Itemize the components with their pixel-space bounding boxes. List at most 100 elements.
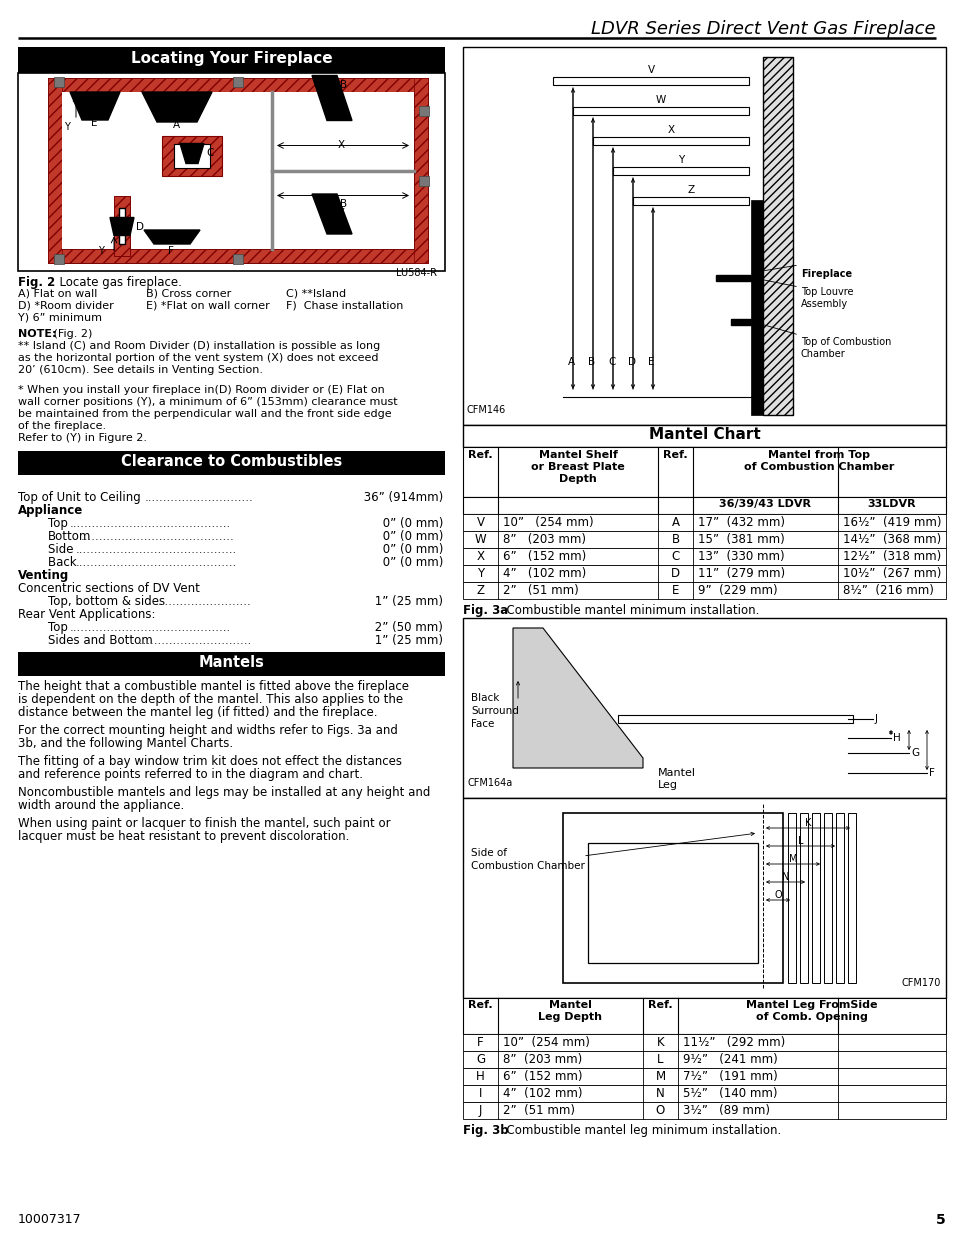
Text: 2” (50 mm): 2” (50 mm) [371, 621, 442, 634]
Text: Surround: Surround [471, 706, 518, 716]
Bar [462, 998, 945, 1034]
Text: A: A [671, 516, 679, 529]
Bar [48, 249, 428, 263]
Text: Back: Back [48, 556, 80, 569]
Bar [233, 77, 243, 86]
Text: 10½”  (267 mm): 10½” (267 mm) [842, 567, 941, 580]
Text: H: H [892, 734, 900, 743]
Text: N: N [781, 872, 788, 882]
Text: LU584-R: LU584-R [395, 268, 436, 278]
Text: of Comb. Opening: of Comb. Opening [756, 1011, 867, 1023]
Text: LDVR Series Direct Vent Gas Fireplace: LDVR Series Direct Vent Gas Fireplace [591, 20, 935, 38]
Bar [113, 195, 130, 256]
Text: Z: Z [687, 185, 694, 195]
Text: Leg Depth: Leg Depth [537, 1011, 602, 1023]
Text: Z: Z [476, 584, 484, 597]
Text: Mantels: Mantels [198, 655, 264, 671]
Bar [18, 451, 444, 475]
Polygon shape [180, 143, 204, 163]
Text: 9½”   (241 mm): 9½” (241 mm) [682, 1053, 777, 1066]
Bar [462, 1034, 945, 1051]
Bar [462, 564, 945, 582]
Text: X: X [476, 550, 484, 563]
Text: X: X [337, 207, 345, 217]
Text: Ref.: Ref. [662, 450, 687, 459]
Bar [462, 1102, 945, 1119]
Text: A: A [567, 357, 575, 367]
Text: Side of: Side of [471, 848, 506, 858]
Text: Y: Y [98, 246, 104, 256]
Text: Combustion Chamber: Combustion Chamber [471, 861, 584, 871]
Bar [418, 106, 429, 116]
Text: Ref.: Ref. [647, 1000, 672, 1010]
Text: 0” (0 mm): 0” (0 mm) [378, 556, 442, 569]
Text: 8”  (203 mm): 8” (203 mm) [502, 1053, 581, 1066]
Text: Locating Your Fireplace: Locating Your Fireplace [131, 51, 332, 65]
Text: .............................: ............................. [144, 492, 253, 504]
Text: 5½”   (140 mm): 5½” (140 mm) [682, 1087, 777, 1100]
Text: 8½”  (216 mm): 8½” (216 mm) [842, 584, 933, 597]
Text: Fig. 3b: Fig. 3b [462, 1124, 508, 1137]
Bar [823, 813, 831, 983]
Text: Assembly: Assembly [801, 299, 847, 309]
Text: Refer to (Y) in Figure 2.: Refer to (Y) in Figure 2. [18, 433, 147, 443]
Text: .........................................: ........................................… [81, 530, 234, 543]
Text: B: B [587, 357, 595, 367]
Text: The fitting of a bay window trim kit does not effect the distances: The fitting of a bay window trim kit doe… [18, 755, 401, 768]
Text: 10”  (254 mm): 10” (254 mm) [502, 1036, 589, 1049]
Bar [462, 514, 945, 531]
Text: W: W [655, 95, 665, 105]
Text: When using paint or lacquer to finish the mantel, such paint or: When using paint or lacquer to finish th… [18, 818, 390, 830]
Text: Chamber: Chamber [801, 350, 845, 359]
Text: 20’ (610cm). See details in Venting Section.: 20’ (610cm). See details in Venting Sect… [18, 366, 263, 375]
Text: Top of Unit to Ceiling: Top of Unit to Ceiling [18, 492, 144, 504]
Text: G: G [476, 1053, 484, 1066]
Text: D: D [136, 221, 144, 231]
Text: X: X [337, 140, 345, 149]
Text: 5: 5 [935, 1213, 945, 1228]
Text: W: W [475, 534, 486, 546]
Text: C: C [671, 550, 679, 563]
Text: Mantel: Mantel [549, 1000, 591, 1010]
Text: Side: Side [48, 543, 77, 556]
Text: be maintained from the perpendicular wall and the front side edge: be maintained from the perpendicular wal… [18, 409, 392, 419]
Text: V: V [476, 516, 484, 529]
Text: .........................: ......................... [158, 595, 252, 608]
Text: CFM164a: CFM164a [468, 778, 513, 788]
Text: 36/39/43 LDVR: 36/39/43 LDVR [719, 499, 811, 509]
Text: 0” (0 mm): 0” (0 mm) [378, 530, 442, 543]
Text: L: L [657, 1053, 663, 1066]
Text: B: B [339, 80, 347, 90]
Text: Fireplace: Fireplace [801, 269, 851, 279]
Polygon shape [312, 75, 352, 121]
Text: 11½”   (292 mm): 11½” (292 mm) [682, 1036, 784, 1049]
Bar [618, 715, 852, 722]
Text: Combustible mantel minimum installation.: Combustible mantel minimum installation. [498, 604, 759, 618]
Bar [462, 618, 945, 798]
Bar [414, 78, 428, 263]
Text: 9”  (229 mm): 9” (229 mm) [698, 584, 777, 597]
Text: Top, bottom & sides: Top, bottom & sides [48, 595, 169, 608]
Bar [462, 548, 945, 564]
Text: is dependent on the depth of the mantel. This also applies to the: is dependent on the depth of the mantel.… [18, 693, 403, 706]
Bar [418, 177, 429, 186]
Bar [811, 813, 820, 983]
Text: F: F [928, 768, 934, 778]
Bar [54, 77, 64, 86]
Bar [835, 813, 843, 983]
Text: 10007317: 10007317 [18, 1213, 82, 1226]
Text: Combustible mantel leg minimum installation.: Combustible mantel leg minimum installat… [498, 1124, 781, 1137]
Text: 1” (25 mm): 1” (25 mm) [371, 634, 442, 647]
Text: C: C [206, 147, 213, 158]
Bar [173, 143, 210, 168]
Text: 6”   (152 mm): 6” (152 mm) [502, 550, 586, 563]
Bar [462, 496, 945, 514]
Text: D: D [627, 357, 636, 367]
Bar [48, 249, 428, 263]
Bar [18, 73, 444, 270]
Text: Ref.: Ref. [468, 1000, 493, 1010]
Text: of the fireplace.: of the fireplace. [18, 421, 106, 431]
Text: 15”  (381 mm): 15” (381 mm) [698, 534, 784, 546]
Text: Clearance to Combustibles: Clearance to Combustibles [121, 454, 342, 469]
Text: B: B [339, 199, 347, 209]
